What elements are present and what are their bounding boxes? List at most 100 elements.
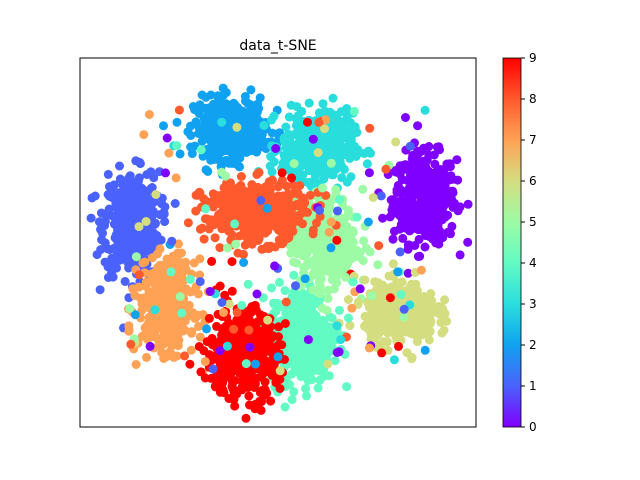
scatter-point-3: [328, 93, 338, 103]
scatter-point-8: [240, 219, 249, 229]
scatter-point-0: [386, 195, 396, 205]
scatter-point-7: [177, 248, 186, 258]
scatter-point-4: [269, 298, 279, 308]
scatter-point-2: [225, 158, 235, 168]
scatter-point-0: [431, 167, 441, 177]
scatter-point-6: [360, 321, 369, 331]
scatter-point-8: [126, 339, 136, 349]
scatter-point-6: [388, 259, 398, 269]
scatter-point-2: [225, 103, 235, 113]
colorbar-tick-label: 9: [529, 51, 537, 65]
scatter-point-8: [287, 222, 297, 232]
scatter-point-6: [423, 330, 433, 340]
scatter-point-8: [295, 181, 305, 191]
scatter-point-8: [254, 234, 264, 244]
scatter-point-8: [260, 216, 270, 226]
scatter-point-3: [283, 129, 293, 139]
scatter-point-9: [275, 375, 285, 384]
scatter-point-4: [352, 212, 362, 222]
scatter-point-9: [227, 286, 237, 296]
scatter-point-8: [254, 168, 264, 178]
scatter-point-0: [405, 216, 415, 226]
scatter-point-9: [262, 388, 272, 398]
scatter-point-2: [221, 144, 231, 154]
scatter-point-2: [183, 127, 193, 137]
scatter-point-9: [230, 401, 240, 411]
scatter-point-6: [436, 317, 446, 327]
scatter-point-3: [318, 99, 328, 109]
scatter-point-4: [196, 145, 206, 155]
scatter-point-4: [301, 354, 310, 364]
scatter-point-7: [140, 323, 150, 333]
scatter-point-9: [230, 390, 240, 400]
scatter-point-1: [129, 243, 139, 253]
scatter-point-2: [191, 117, 201, 127]
scatter-point-4: [302, 391, 311, 401]
scatter-point-9: [244, 391, 254, 401]
scatter-point-1: [97, 235, 107, 245]
scatter-point-2: [217, 131, 226, 141]
scatter-point-8: [229, 324, 239, 334]
scatter-point-5: [289, 159, 299, 169]
scatter-point-6: [412, 292, 422, 302]
scatter-point-6: [386, 318, 396, 328]
scatter-points: [86, 83, 473, 423]
scatter-point-5: [358, 184, 368, 194]
scatter-point-9: [202, 337, 212, 347]
scatter-point-8: [210, 233, 220, 243]
scatter-point-1: [120, 277, 130, 286]
scatter-point-9: [265, 340, 274, 350]
scatter-point-6: [389, 309, 398, 319]
scatter-point-0: [463, 237, 473, 247]
scatter-point-0: [161, 168, 170, 178]
scatter-point-1: [115, 174, 125, 184]
scatter-point-4: [267, 283, 277, 293]
scatter-point-5: [359, 236, 369, 246]
scatter-point-4: [307, 367, 317, 377]
scatter-point-5: [341, 272, 350, 282]
scatter-point-4: [335, 195, 345, 205]
scatter-point-5: [340, 241, 350, 251]
scatter-point-1: [291, 281, 300, 291]
scatter-point-1: [395, 247, 405, 257]
scatter-point-7: [144, 312, 154, 322]
scatter-point-3: [344, 140, 354, 150]
scatter-point-1: [159, 209, 169, 219]
scatter-point-0: [413, 146, 422, 156]
scatter-point-0: [245, 342, 255, 352]
scatter-point-7: [172, 260, 182, 270]
scatter-point-4: [298, 293, 308, 303]
scatter-point-6: [323, 359, 333, 369]
scatter-point-0: [455, 250, 465, 260]
scatter-point-0: [444, 175, 454, 185]
colorbar-tick-label: 6: [529, 174, 537, 188]
scatter-point-2: [239, 134, 249, 144]
scatter-point-5: [342, 226, 352, 236]
scatter-point-5: [231, 239, 241, 249]
scatter-point-5: [358, 256, 368, 266]
scatter-point-8: [240, 200, 250, 210]
scatter-point-8: [217, 211, 227, 221]
scatter-point-4: [287, 395, 297, 405]
scatter-point-7: [219, 308, 228, 317]
scatter-point-3: [297, 106, 307, 116]
scatter-point-4: [305, 374, 315, 384]
scatter-point-8: [233, 248, 243, 258]
scatter-point-6: [263, 315, 273, 325]
scatter-point-8: [193, 190, 203, 200]
scatter-point-6: [380, 300, 390, 310]
scatter-point-6: [368, 193, 378, 202]
scatter-point-1: [115, 161, 124, 171]
scatter-point-9: [394, 341, 403, 351]
scatter-point-2: [234, 111, 244, 121]
scatter-point-7: [153, 322, 163, 332]
scatter-point-1: [142, 241, 152, 251]
scatter-point-4: [349, 106, 359, 116]
scatter-point-0: [427, 183, 437, 193]
scatter-point-2: [206, 112, 215, 122]
scatter-point-5: [347, 250, 357, 260]
scatter-point-5: [306, 238, 316, 248]
scatter-point-8: [232, 308, 242, 317]
scatter-point-5: [373, 260, 383, 270]
